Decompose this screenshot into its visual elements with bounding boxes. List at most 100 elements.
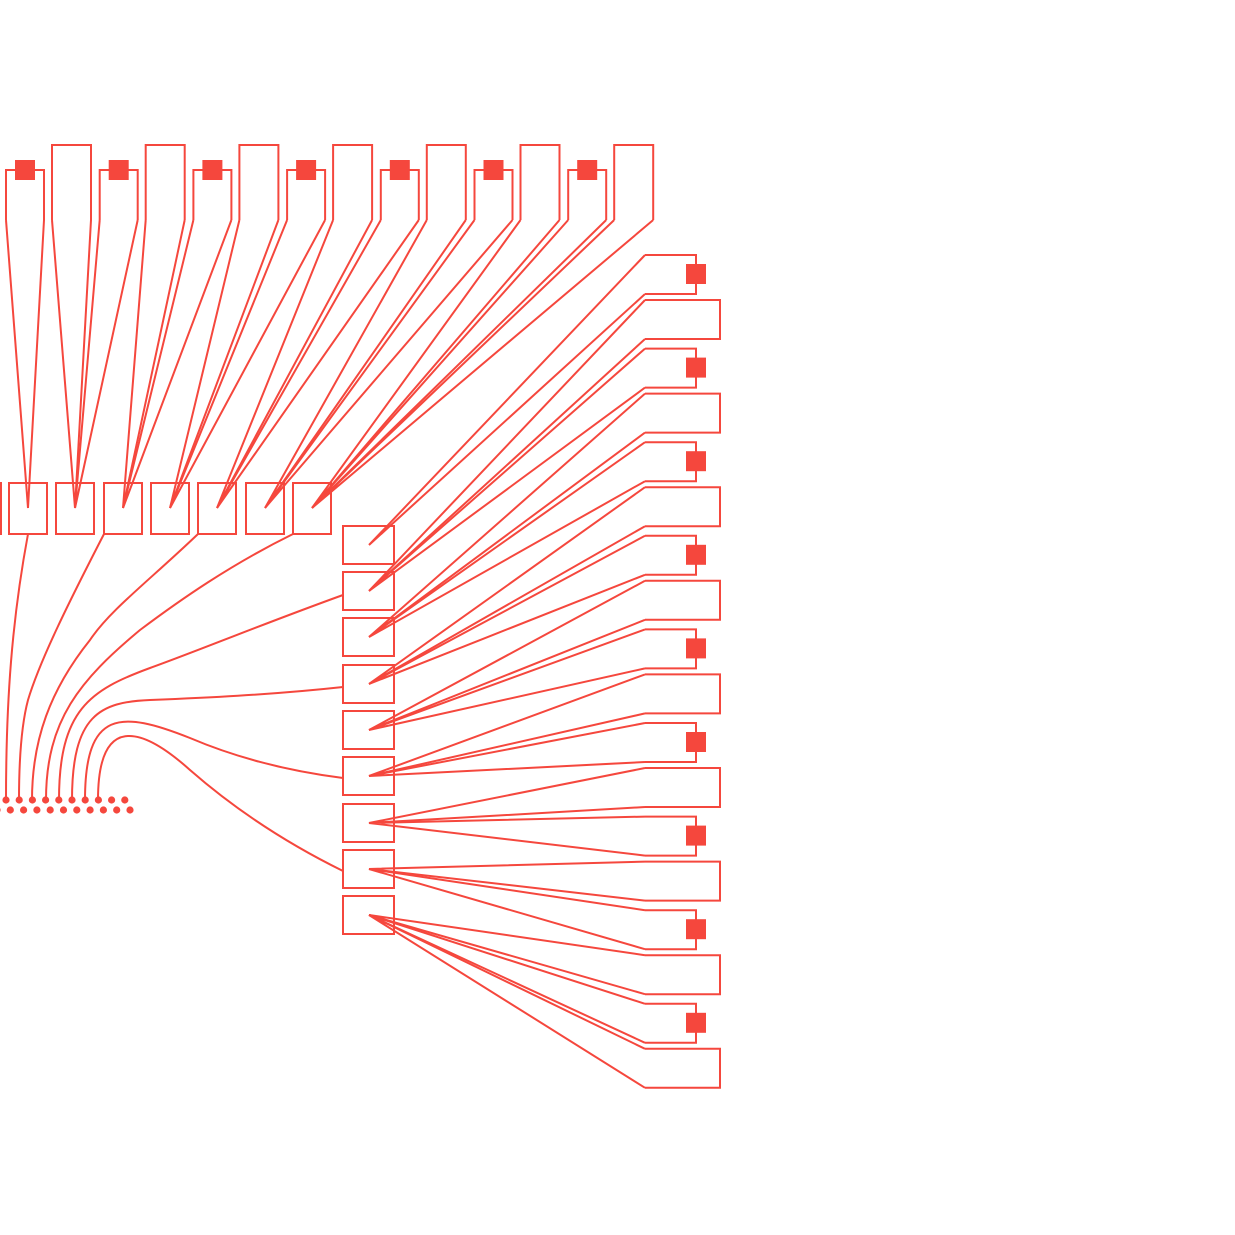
via-box (342, 664, 395, 704)
trace (169, 219, 280, 509)
connector-pins (0, 796, 134, 814)
fanout-curve (71, 686, 344, 801)
via-box (342, 571, 395, 611)
trace (368, 815, 646, 857)
pin (86, 806, 94, 814)
fanout-curve (31, 533, 199, 801)
via-boxes (0, 482, 395, 935)
fanout-curve (84, 720, 344, 801)
wide-pad (645, 579, 721, 621)
trace (368, 868, 646, 951)
pad-square (686, 825, 706, 846)
fanout-curve (18, 533, 105, 801)
pin (68, 796, 76, 804)
tall-pad (238, 144, 280, 220)
wide-pad (645, 1047, 721, 1089)
trace (368, 441, 646, 638)
trace (368, 673, 646, 777)
pin (42, 796, 50, 804)
fanout-curves (5, 533, 344, 872)
pin (108, 796, 116, 804)
via-box (245, 482, 285, 535)
trace (74, 219, 139, 509)
via-box (342, 525, 395, 565)
via-box (55, 482, 95, 535)
pad-square (389, 160, 410, 180)
wide-pad (645, 392, 721, 434)
traces (5, 219, 654, 1089)
pad-square (686, 638, 706, 659)
trace (216, 219, 420, 509)
via-box (342, 803, 395, 843)
pad-square (686, 1012, 706, 1033)
via-box (103, 482, 143, 535)
via-box (342, 710, 395, 750)
via-box (150, 482, 190, 535)
pin (94, 796, 102, 804)
via-box (342, 756, 395, 796)
trace (368, 914, 646, 1089)
pin (81, 796, 89, 804)
pin (59, 806, 68, 814)
pad-square (202, 160, 223, 180)
pin (28, 796, 36, 804)
trace (368, 722, 646, 777)
pad-square (686, 264, 706, 284)
trace (368, 534, 646, 685)
trace (122, 219, 186, 509)
pin (6, 806, 14, 814)
tall-pad (332, 144, 374, 220)
pin (2, 796, 10, 804)
tall-pad (613, 144, 655, 220)
wide-pad (645, 673, 721, 715)
pad-square (483, 160, 504, 180)
pad-square (686, 451, 706, 472)
trace (264, 219, 514, 509)
tall-pad (51, 144, 92, 220)
pin (33, 806, 41, 814)
via-box (342, 895, 395, 935)
trace (368, 254, 646, 546)
wide-pad (645, 767, 721, 808)
fanout-curve (5, 533, 29, 801)
via-box (342, 617, 395, 657)
trace (368, 628, 646, 731)
via-box (292, 482, 332, 535)
trace (311, 219, 654, 509)
pin (0, 808, 1, 812)
fanout-curve (97, 735, 344, 872)
fanout-curve (45, 533, 294, 801)
via-box (197, 482, 237, 535)
pin (113, 806, 121, 814)
tall-pad (144, 144, 186, 220)
trace (368, 347, 646, 592)
pin (15, 796, 23, 804)
wide-pad (645, 299, 721, 340)
pad-square (108, 160, 129, 180)
tall-pad (519, 144, 561, 220)
pad-square (686, 919, 706, 940)
wide-pad (645, 954, 721, 996)
pin (20, 806, 28, 814)
trace (122, 219, 233, 509)
trace (368, 767, 646, 824)
pin (126, 806, 134, 814)
trace (5, 219, 45, 509)
pin (55, 796, 63, 804)
via-box (342, 849, 395, 889)
fanout-curve (58, 594, 344, 801)
pad-square (15, 160, 35, 180)
trace (368, 392, 646, 638)
trace (169, 219, 326, 509)
pad-square (686, 732, 706, 752)
pin (46, 806, 54, 814)
wide-pad (645, 860, 721, 902)
pads (5, 144, 721, 1089)
tall-pad (425, 144, 467, 220)
via-box (0, 482, 2, 535)
pin (73, 806, 81, 814)
pin (99, 806, 107, 814)
pad-square (296, 160, 317, 180)
pad-square (577, 160, 598, 180)
